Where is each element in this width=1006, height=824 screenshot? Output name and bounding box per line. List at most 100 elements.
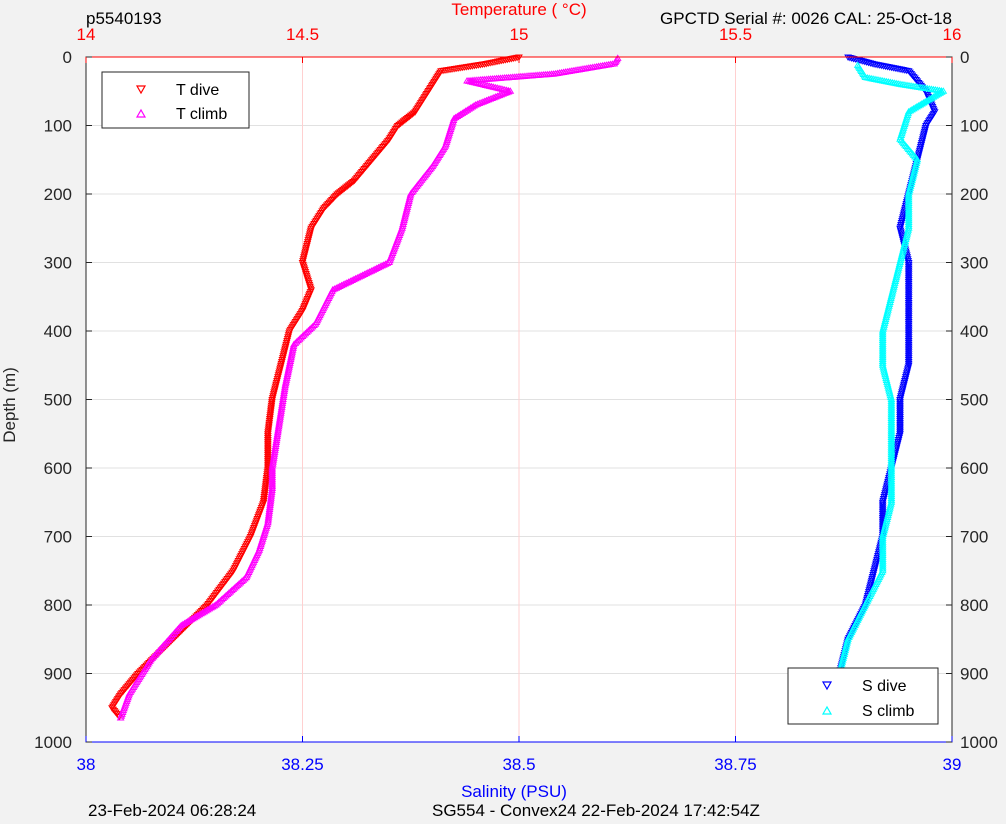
data-point xyxy=(886,502,895,509)
data-point xyxy=(268,467,277,475)
legend-label-t-climb: T climb xyxy=(176,106,227,123)
data-point xyxy=(904,303,913,311)
data-point xyxy=(275,417,284,424)
data-point xyxy=(896,404,904,412)
data-point xyxy=(880,526,889,534)
data-point xyxy=(878,549,887,557)
data-point xyxy=(904,224,913,231)
salinity-tick-label: 38 xyxy=(77,755,96,774)
data-point xyxy=(268,462,277,469)
data-point xyxy=(268,477,277,484)
data-point xyxy=(898,389,906,396)
data-point xyxy=(266,497,275,505)
data-point xyxy=(240,574,249,582)
data-point xyxy=(271,442,280,449)
data-point xyxy=(269,458,278,465)
data-point xyxy=(404,199,413,207)
data-point xyxy=(878,334,887,342)
data-point xyxy=(275,368,284,375)
data-point xyxy=(887,498,896,505)
data-point xyxy=(899,383,908,391)
data-point xyxy=(274,422,283,430)
legend-label-s-dive: S dive xyxy=(862,678,907,695)
data-point xyxy=(878,346,887,353)
data-point xyxy=(878,336,887,344)
data-point xyxy=(904,279,913,286)
data-point xyxy=(282,376,291,383)
header-left: p5540193 xyxy=(86,9,162,28)
data-point xyxy=(901,376,910,383)
data-point xyxy=(898,218,906,225)
data-point xyxy=(271,444,280,451)
data-point xyxy=(916,143,925,151)
data-point xyxy=(904,296,913,303)
data-point xyxy=(405,195,414,203)
data-point xyxy=(904,286,913,294)
data-point xyxy=(878,551,887,559)
data-point xyxy=(907,178,916,186)
data-point xyxy=(904,343,913,351)
data-point xyxy=(265,419,274,427)
data-point xyxy=(887,490,896,498)
data-point xyxy=(899,245,908,252)
data-point xyxy=(882,313,890,321)
data-point xyxy=(843,639,852,646)
data-point xyxy=(286,357,295,365)
depth-tick-label-left: 200 xyxy=(44,185,72,204)
data-point xyxy=(872,560,880,568)
data-point xyxy=(840,648,849,656)
data-point xyxy=(896,431,904,438)
data-point xyxy=(871,562,880,570)
data-point xyxy=(263,461,272,469)
data-point xyxy=(264,425,273,433)
data-point xyxy=(268,471,277,478)
data-point xyxy=(887,494,896,501)
data-point xyxy=(878,559,887,566)
data-point xyxy=(264,513,273,520)
data-point xyxy=(893,268,902,275)
data-point xyxy=(909,172,917,180)
data-point xyxy=(883,513,892,520)
data-point xyxy=(284,366,293,374)
temperature-tick-label: 16 xyxy=(943,25,962,44)
data-point xyxy=(270,452,278,459)
data-point xyxy=(881,490,890,497)
data-point xyxy=(896,421,904,429)
data-point xyxy=(904,328,913,335)
data-point xyxy=(264,427,273,434)
data-point xyxy=(887,458,896,465)
data-point xyxy=(902,370,911,377)
data-point xyxy=(272,379,281,387)
data-point xyxy=(887,420,896,427)
data-point xyxy=(887,397,896,404)
data-point xyxy=(267,400,276,408)
depth-tick-label-right: 0 xyxy=(960,48,969,67)
data-point xyxy=(273,376,282,383)
data-point xyxy=(887,393,895,401)
data-point xyxy=(883,309,891,317)
data-point xyxy=(866,583,875,590)
data-point xyxy=(266,501,274,509)
depth-tick-label-left: 600 xyxy=(44,459,72,478)
data-point xyxy=(398,222,407,229)
data-point xyxy=(272,440,280,448)
data-point xyxy=(898,387,907,394)
data-point xyxy=(904,195,913,203)
data-point xyxy=(904,207,913,214)
data-point xyxy=(286,359,294,366)
depth-tick-label-left: 500 xyxy=(44,391,72,410)
data-point xyxy=(263,463,272,471)
footer-center: SG554 - Convex24 22-Feb-2024 17:42:54Z xyxy=(432,801,760,819)
data-point xyxy=(837,660,846,667)
data-point xyxy=(904,307,913,315)
data-point xyxy=(263,454,272,461)
data-point xyxy=(880,524,889,532)
data-point xyxy=(260,495,268,503)
data-point xyxy=(265,507,274,514)
data-point xyxy=(278,355,287,362)
data-point xyxy=(867,577,876,585)
data-point xyxy=(887,445,896,452)
data-point xyxy=(842,640,851,648)
data-point xyxy=(301,250,309,257)
